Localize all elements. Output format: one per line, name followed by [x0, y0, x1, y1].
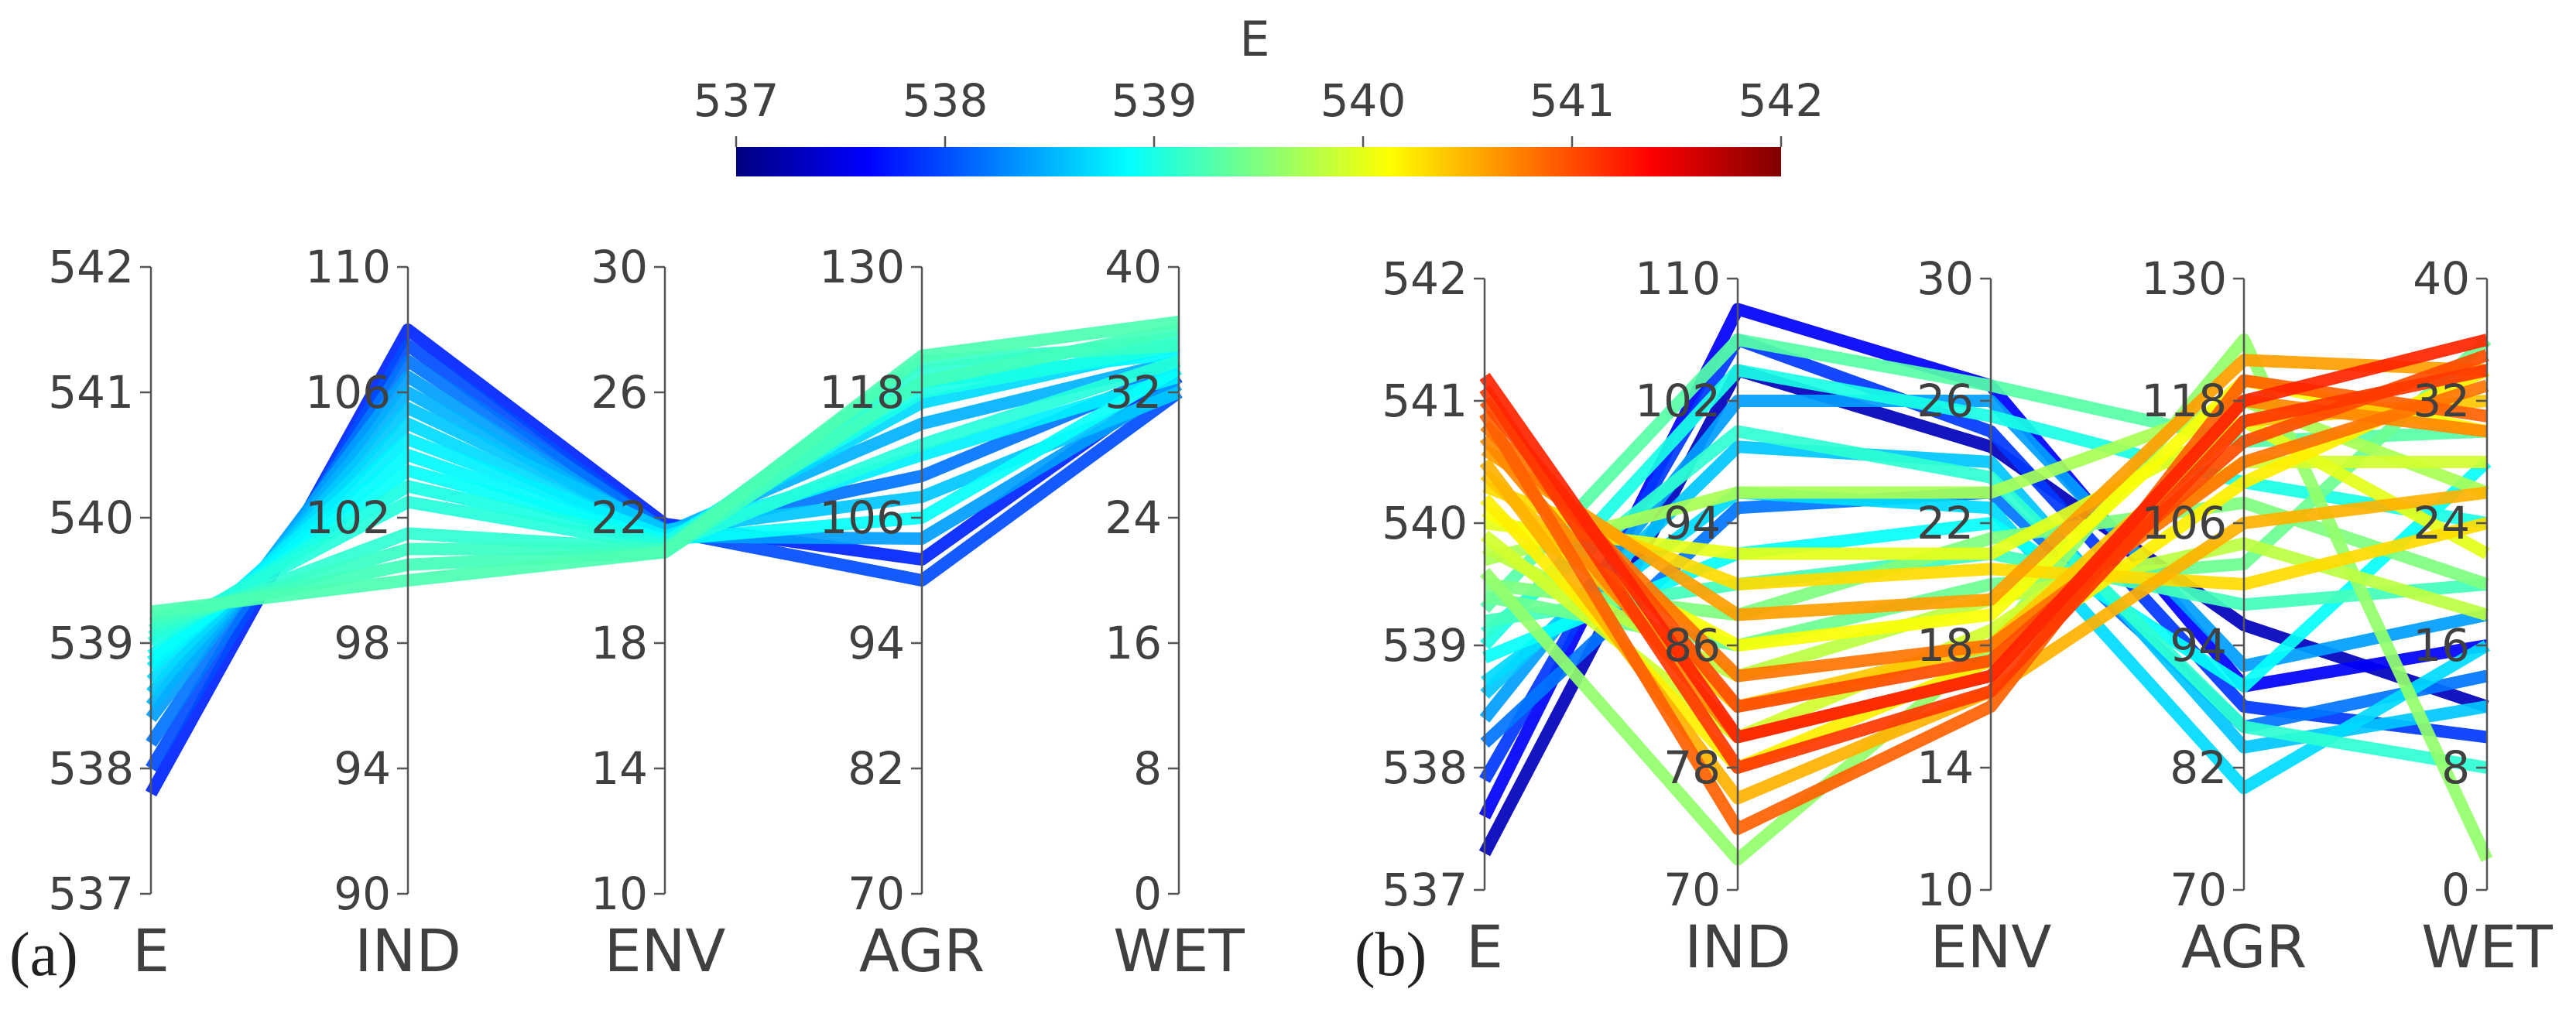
axis-tick-label: 8	[2441, 741, 2470, 794]
axis-tick-label: 14	[1917, 741, 1974, 794]
axis-tick-label: 70	[848, 867, 905, 920]
axis-env: 10 14 18 22 26 30 ENV	[1917, 252, 2051, 981]
axis-tick-label: 538	[1382, 741, 1468, 794]
axis-tick-label: 30	[591, 241, 648, 293]
axis-tick-label: 94	[848, 617, 905, 669]
axis-tick-label: 86	[1663, 619, 1721, 672]
axis-tick-label: 16	[1105, 617, 1162, 669]
axis-tick-label: 22	[1917, 497, 1974, 549]
colorbar: E 537 538 539 540 541 542	[694, 11, 1824, 176]
axis-name: E	[132, 916, 170, 985]
axis-tick-label: 98	[334, 617, 391, 669]
colorbar-tick-label: 542	[1738, 74, 1824, 127]
colorbar-tick-label: 537	[694, 74, 779, 127]
axis-tick-label: 10	[591, 867, 648, 920]
axis-tick-label: 10	[1917, 864, 1974, 916]
axis-name: IND	[1684, 912, 1791, 981]
axis-name: ENV	[605, 916, 726, 985]
axis-tick-label: 32	[2413, 375, 2470, 427]
axis-name: ENV	[1930, 912, 2052, 981]
axis-tick-label: 94	[1663, 497, 1721, 549]
colorbar-tick-label: 539	[1112, 74, 1197, 127]
axis-tick-label: 40	[1105, 241, 1162, 293]
axis-ind: 90 94 98 102 106 110 IND	[305, 241, 461, 985]
axis-tick-label: 40	[2413, 252, 2470, 305]
axis-tick-label: 8	[1133, 742, 1162, 795]
axis-tick-label: 102	[1635, 375, 1721, 427]
axis-tick-label: 540	[48, 491, 134, 544]
panel-label-b: (b)	[1355, 921, 1427, 989]
axis-tick-label: 539	[1382, 619, 1468, 672]
axis-tick-label: 0	[2441, 864, 2470, 916]
axis-wet: 0 8 16 24 32 40 WET	[1105, 241, 1245, 985]
axis-tick-label: 538	[48, 742, 134, 795]
axis-tick-label: 22	[591, 491, 648, 544]
axis-name: WET	[2421, 912, 2553, 981]
axis-tick-label: 541	[48, 366, 134, 419]
colorbar-title: E	[1239, 11, 1269, 67]
panel-a: 537538539540541542E909498102106110IND101…	[48, 241, 1245, 985]
colorbar-tick-label: 538	[903, 74, 988, 127]
axis-tick-label: 32	[1105, 366, 1162, 419]
colorbar-gradient	[736, 147, 1781, 176]
axis-agr: 70 82 94 106 118 130 AGR	[2141, 252, 2307, 981]
axis-e: 537 538 539 540 541 542 E	[48, 241, 170, 985]
axis-tick-label: 94	[2170, 619, 2227, 672]
axis-tick-label: 24	[2413, 497, 2470, 549]
axis-tick-label: 24	[1105, 491, 1162, 544]
axis-tick-label: 26	[591, 366, 648, 419]
axis-tick-label: 18	[591, 617, 648, 669]
axis-tick-label: 106	[2141, 497, 2227, 549]
axis-tick-label: 106	[819, 491, 905, 544]
axis-wet: 0 8 16 24 32 40 WET	[2413, 252, 2553, 981]
axis-tick-label: 70	[1663, 864, 1721, 916]
axis-tick-label: 82	[848, 742, 905, 795]
axis-ind: 70 78 86 94 102 110 IND	[1635, 252, 1791, 981]
axis-tick-label: 14	[591, 742, 648, 795]
axis-tick-label: 106	[305, 366, 391, 419]
axis-name: IND	[355, 916, 461, 985]
axis-tick-label: 18	[1917, 619, 1974, 672]
axis-tick-label: 110	[305, 241, 391, 293]
axis-tick-label: 78	[1663, 741, 1721, 794]
axis-tick-label: 82	[2170, 741, 2227, 794]
axis-tick-label: 118	[819, 366, 905, 419]
axis-agr: 70 82 94 106 118 130 AGR	[819, 241, 985, 985]
axis-tick-label: 118	[2141, 375, 2227, 427]
axis-tick-label: 102	[305, 491, 391, 544]
axis-name: WET	[1113, 916, 1245, 985]
axis-env: 10 14 18 22 26 30 ENV	[591, 241, 725, 985]
axis-tick-label: 130	[2141, 252, 2227, 305]
colorbar-tick-label: 541	[1530, 74, 1615, 127]
axis-tick-label: 16	[2413, 619, 2470, 672]
axis-tick-label: 130	[819, 241, 905, 293]
axis-tick-label: 541	[1382, 375, 1468, 427]
axis-tick-label: 110	[1635, 252, 1721, 305]
axis-tick-label: 94	[334, 742, 391, 795]
axis-tick-label: 90	[334, 867, 391, 920]
axis-tick-label: 70	[2170, 864, 2227, 916]
axis-e: 537 538 539 540 541 542 E	[1382, 252, 1503, 981]
axis-tick-label: 539	[48, 617, 134, 669]
axis-name: AGR	[2181, 912, 2307, 981]
panel-b: 537 538 539 540 541 542 E 70 78 86 94 102 110 IND 10 14…	[1382, 252, 2553, 981]
panel-label-a: (a)	[9, 921, 78, 989]
axis-tick-label: 537	[48, 867, 134, 920]
axis-tick-label: 542	[1382, 252, 1468, 305]
axis-tick-label: 0	[1133, 867, 1162, 920]
axis-tick-label: 540	[1382, 497, 1468, 549]
colorbar-tick-label: 540	[1321, 74, 1406, 127]
axis-name: AGR	[859, 916, 985, 985]
axis-tick-label: 26	[1917, 375, 1974, 427]
axis-tick-label: 30	[1917, 252, 1974, 305]
axis-tick-label: 537	[1382, 864, 1468, 916]
axis-tick-label: 542	[48, 241, 134, 293]
axis-name: E	[1466, 912, 1503, 981]
